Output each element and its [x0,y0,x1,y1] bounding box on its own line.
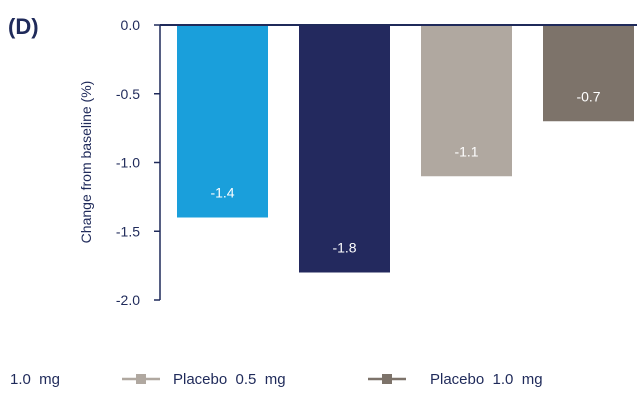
bars [177,25,634,273]
bar-value-label-4: -0.7 [576,88,600,104]
data-labels: -1.4 -1.8 -1.1 -0.7 [210,88,600,255]
panel-label: (D) [8,14,39,39]
bar-1 [177,25,268,218]
y-tick-label: 0.0 [121,17,141,33]
legend-label-2: Placebo 0.5 mg [173,371,286,388]
legend-marker-3 [382,374,392,384]
bar-value-label-2: -1.8 [332,240,356,256]
bar-3 [421,25,512,177]
legend-marker-2 [136,374,146,384]
bar-2 [299,25,390,273]
legend: 1.0 mg Placebo 0.5 mg Placebo 1.0 mg [10,371,543,388]
bar-4 [543,25,634,122]
y-tick-label: -1.0 [116,155,140,171]
y-axis-title: Change from baseline (%) [78,81,94,244]
bar-value-label-3: -1.1 [454,143,478,159]
y-axis-ticks: 0.0 -0.5 -1.0 -1.5 -2.0 [116,17,160,308]
bar-value-label-1: -1.4 [210,185,234,201]
y-tick-label: -1.5 [116,223,140,239]
y-tick-label: -2.0 [116,292,140,308]
y-tick-label: -0.5 [116,86,140,102]
legend-label-3: Placebo 1.0 mg [430,371,543,388]
legend-label-1: 1.0 mg [10,371,60,388]
